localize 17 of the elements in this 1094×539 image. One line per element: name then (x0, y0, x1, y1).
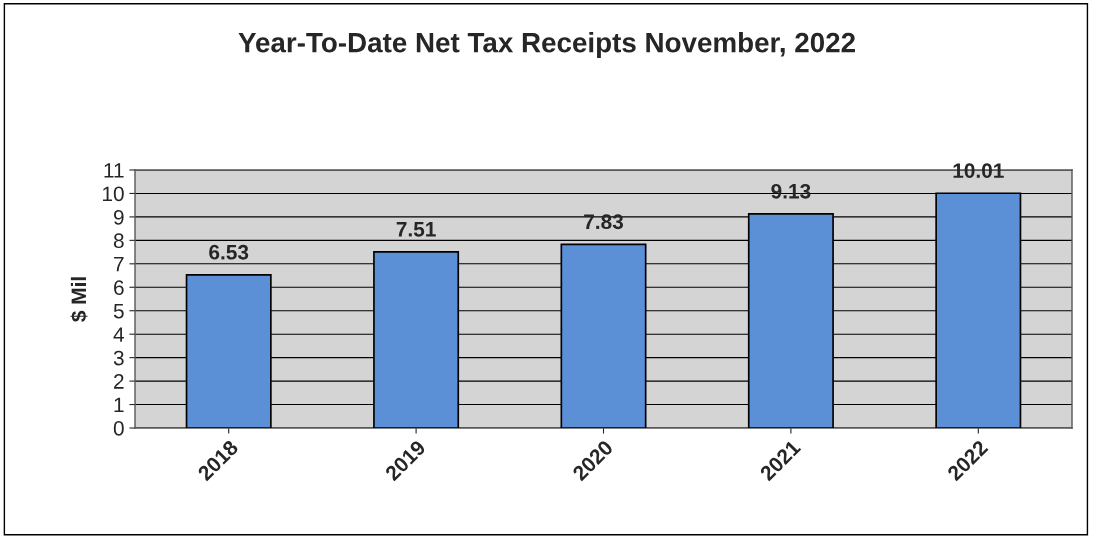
data-label: 7.51 (396, 222, 436, 237)
data-label: 7.83 (584, 214, 624, 230)
y-tick-label: 3 (113, 350, 124, 366)
y-tick-label: 7 (114, 257, 124, 272)
data-label: 6.53 (209, 244, 249, 260)
y-tick-label: 5 (113, 303, 124, 319)
y-tick-label: 9 (113, 209, 124, 225)
y-tick-label: 4 (113, 327, 124, 342)
chart-title: Year-To-Date Net Tax Receipts November, 2022 (238, 32, 855, 58)
y-tick-label: 2 (114, 374, 124, 389)
y-tick-label: 6 (114, 280, 124, 296)
y-tick-label: 10 (103, 186, 124, 202)
y-tick-label: 8 (113, 233, 124, 249)
y-axis-title: $ Mil (70, 277, 88, 322)
y-tick-label: 0 (113, 421, 124, 436)
y-tick-label: 11 (104, 163, 124, 178)
y-tick-label: 1 (114, 397, 124, 413)
